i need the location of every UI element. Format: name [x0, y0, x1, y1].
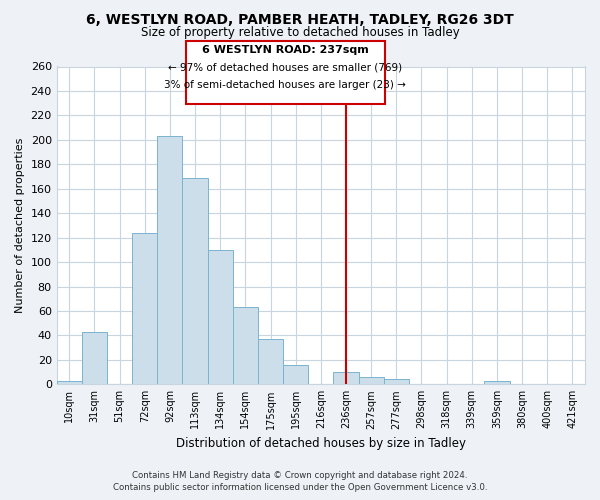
Bar [334, 372, 359, 384]
Bar [157, 136, 182, 384]
Text: ← 97% of detached houses are smaller (769): ← 97% of detached houses are smaller (76… [168, 63, 403, 73]
Bar [484, 380, 509, 384]
Text: 3% of semi-detached houses are larger (23) →: 3% of semi-detached houses are larger (2… [164, 80, 406, 90]
Text: Size of property relative to detached houses in Tadley: Size of property relative to detached ho… [140, 26, 460, 39]
Text: 6, WESTLYN ROAD, PAMBER HEATH, TADLEY, RG26 3DT: 6, WESTLYN ROAD, PAMBER HEATH, TADLEY, R… [86, 12, 514, 26]
Bar [384, 380, 409, 384]
Text: Contains HM Land Registry data © Crown copyright and database right 2024.
Contai: Contains HM Land Registry data © Crown c… [113, 471, 487, 492]
Bar [82, 332, 107, 384]
Bar [182, 178, 208, 384]
Text: 6 WESTLYN ROAD: 237sqm: 6 WESTLYN ROAD: 237sqm [202, 46, 369, 56]
Bar [258, 339, 283, 384]
Y-axis label: Number of detached properties: Number of detached properties [15, 138, 25, 313]
Bar [233, 308, 258, 384]
Bar [56, 380, 82, 384]
Bar [132, 232, 157, 384]
Bar [283, 364, 308, 384]
X-axis label: Distribution of detached houses by size in Tadley: Distribution of detached houses by size … [176, 437, 466, 450]
Bar [359, 377, 384, 384]
Bar [208, 250, 233, 384]
